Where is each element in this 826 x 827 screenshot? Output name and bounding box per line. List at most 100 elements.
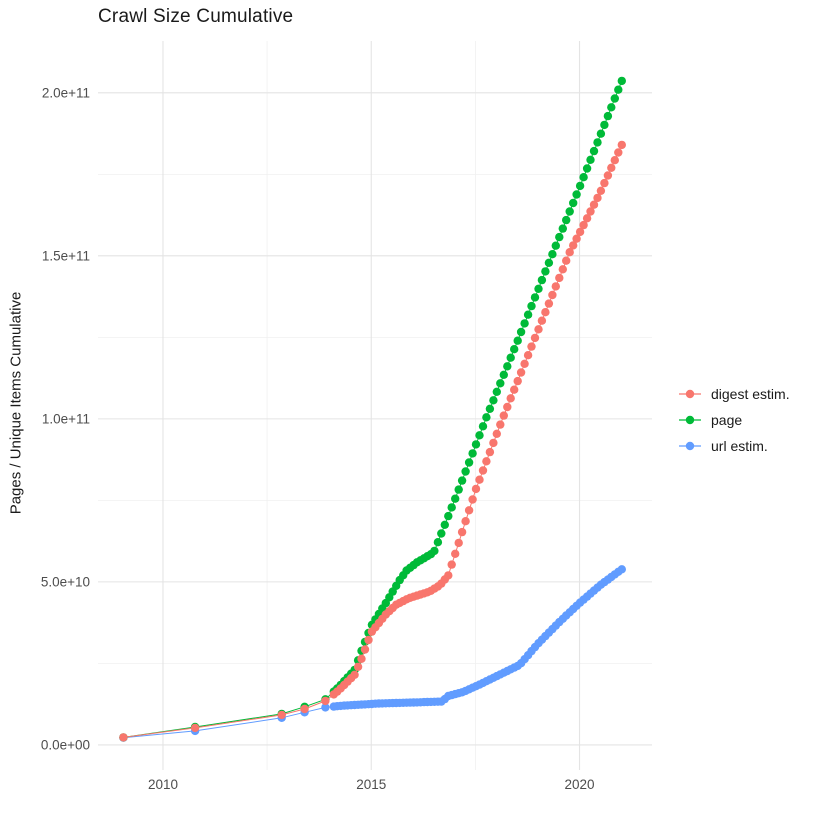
legend-label-page: page bbox=[711, 412, 743, 428]
x-tick-label: 2020 bbox=[564, 777, 594, 792]
legend-item-url-estim: url estim. bbox=[678, 438, 790, 454]
data-point bbox=[596, 186, 606, 195]
data-point bbox=[537, 316, 547, 325]
y-tick-label: 1.0e+11 bbox=[42, 411, 90, 426]
data-point bbox=[534, 325, 543, 334]
data-point bbox=[607, 163, 616, 172]
data-point bbox=[593, 193, 602, 203]
data-point bbox=[468, 495, 477, 504]
series-page bbox=[119, 76, 626, 742]
data-point bbox=[558, 224, 567, 233]
data-point bbox=[454, 538, 463, 548]
data-point bbox=[353, 662, 363, 671]
data-point bbox=[350, 670, 359, 679]
data-point bbox=[555, 232, 564, 242]
legend-item-page: page bbox=[678, 412, 790, 428]
data-point bbox=[582, 214, 592, 223]
data-point bbox=[544, 258, 554, 267]
legend-key-url-estim-icon bbox=[679, 441, 701, 451]
data-point bbox=[447, 503, 456, 512]
data-point bbox=[468, 449, 477, 458]
data-point bbox=[548, 250, 557, 259]
legend-label-url-estim: url estim. bbox=[711, 438, 768, 454]
data-point bbox=[489, 396, 498, 405]
data-point bbox=[461, 517, 470, 526]
data-point bbox=[589, 146, 599, 156]
data-point bbox=[610, 94, 619, 103]
data-point bbox=[575, 227, 585, 237]
data-point bbox=[471, 484, 481, 494]
data-point bbox=[534, 284, 543, 293]
data-point bbox=[489, 438, 498, 448]
data-point bbox=[516, 368, 526, 377]
data-point bbox=[562, 215, 571, 225]
data-point bbox=[530, 333, 540, 343]
data-point bbox=[433, 538, 443, 547]
data-point bbox=[527, 342, 536, 351]
data-point bbox=[499, 411, 508, 420]
data-point bbox=[551, 282, 560, 291]
data-point bbox=[440, 520, 449, 529]
data-point bbox=[444, 571, 453, 580]
data-point bbox=[496, 379, 505, 388]
x-tick-label: 2010 bbox=[148, 777, 178, 792]
data-point bbox=[492, 429, 501, 438]
data-point bbox=[451, 549, 460, 558]
data-point bbox=[537, 275, 547, 285]
axis-tick-labels: 0.0e+00 5.0e+10 1.0e+11 1.5e+11 2.0e+11 2010 2… bbox=[41, 85, 595, 792]
data-point bbox=[579, 173, 588, 182]
data-point bbox=[572, 234, 581, 243]
y-tick-label: 5.0e+10 bbox=[41, 574, 90, 589]
series-url-estim- bbox=[119, 565, 626, 742]
data-point bbox=[572, 190, 581, 199]
data-point bbox=[475, 475, 484, 484]
data-point bbox=[357, 654, 366, 663]
data-point bbox=[569, 241, 578, 250]
data-point bbox=[607, 103, 616, 112]
data-point bbox=[475, 431, 484, 440]
data-point bbox=[603, 111, 613, 121]
data-point bbox=[586, 207, 595, 216]
data-point bbox=[510, 385, 519, 394]
data-point bbox=[562, 256, 571, 265]
data-point bbox=[603, 171, 613, 180]
data-point bbox=[451, 494, 460, 503]
data-point bbox=[364, 635, 373, 645]
data-point bbox=[190, 723, 200, 733]
data-point bbox=[499, 370, 508, 379]
data-point bbox=[277, 710, 286, 720]
data-point bbox=[119, 733, 128, 742]
data-point bbox=[482, 413, 491, 422]
data-point bbox=[527, 301, 536, 311]
data-point bbox=[430, 546, 439, 556]
data-point bbox=[530, 293, 540, 302]
data-point bbox=[503, 362, 512, 371]
data-point bbox=[471, 440, 481, 449]
chart-title: Crawl Size Cumulative bbox=[98, 6, 294, 27]
legend: digest estim. page url estim. bbox=[678, 386, 790, 454]
data-point bbox=[593, 138, 602, 147]
x-tick-label: 2015 bbox=[356, 777, 386, 792]
data-point bbox=[444, 511, 453, 521]
data-point bbox=[478, 422, 488, 431]
y-tick-label: 1.5e+11 bbox=[42, 248, 90, 263]
data-point bbox=[596, 129, 606, 138]
data-point bbox=[506, 353, 515, 362]
data-point bbox=[548, 290, 557, 300]
data-point bbox=[503, 402, 512, 412]
data-point bbox=[586, 155, 595, 164]
data-point bbox=[551, 241, 560, 250]
data-point bbox=[541, 308, 550, 317]
data-point bbox=[447, 560, 456, 569]
data-point bbox=[579, 220, 588, 230]
data-point bbox=[520, 359, 529, 368]
data-point bbox=[558, 265, 567, 274]
data-point bbox=[520, 319, 529, 328]
data-point bbox=[506, 394, 515, 403]
data-point bbox=[360, 645, 370, 654]
y-tick-label: 0.0e+00 bbox=[41, 737, 90, 752]
data-point bbox=[321, 696, 330, 706]
y-tick-label: 2.0e+11 bbox=[42, 85, 90, 100]
data-point bbox=[541, 267, 550, 276]
